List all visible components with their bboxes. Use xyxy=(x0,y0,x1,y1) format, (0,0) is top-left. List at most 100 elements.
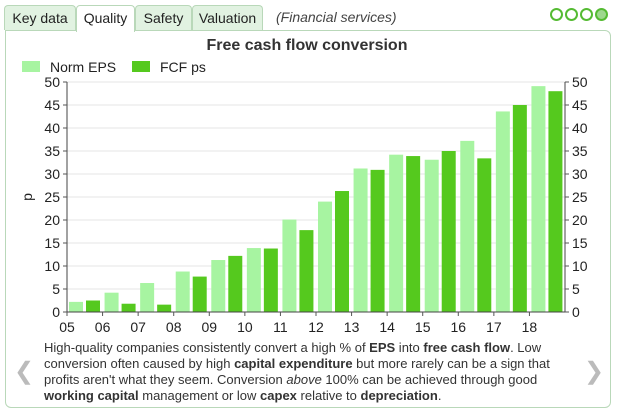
bar-norm-eps xyxy=(460,140,475,312)
x-tick-label: 16 xyxy=(450,319,466,335)
desc-text: relative to xyxy=(296,388,361,403)
y-ticks-right: 0 5 10 15 20 25 30 35 40 45 50 xyxy=(565,74,588,320)
bar-norm-eps xyxy=(246,248,261,312)
content-panel xyxy=(5,30,611,408)
desc-bold: free cash flow xyxy=(423,340,511,355)
y-tick-label-right: 35 xyxy=(572,143,588,159)
x-tick-label: 13 xyxy=(344,319,360,335)
y-tick-label-left: 30 xyxy=(44,166,60,182)
page-dot-2[interactable] xyxy=(565,8,578,21)
tab-safety[interactable]: Safety xyxy=(135,5,192,30)
bar-norm-eps xyxy=(175,271,190,312)
y-tick-label-left: 40 xyxy=(44,120,60,136)
y-ticks-left: 0 5 10 15 20 25 30 35 40 45 50 xyxy=(44,74,67,320)
x-ticks: 05 06 07 08 09 10 11 12 13 14 15 16 17 18 xyxy=(59,312,537,335)
x-tick-label: 17 xyxy=(486,319,502,335)
bars xyxy=(69,86,563,312)
x-tick-label: 18 xyxy=(522,319,538,335)
y-tick-label-right: 10 xyxy=(572,258,588,274)
page-dot-1[interactable] xyxy=(550,8,563,21)
desc-text: . xyxy=(437,388,442,403)
fcf-conversion-chart: Free cash flow conversion Norm EPS FCF p… xyxy=(19,37,588,335)
bar-fcf-ps xyxy=(335,191,349,312)
desc-text: management or low xyxy=(138,388,261,403)
x-tick-label: 07 xyxy=(130,319,146,335)
y-tick-label-left: 10 xyxy=(44,258,60,274)
y-tick-label-right: 15 xyxy=(572,235,588,251)
x-tick-label: 15 xyxy=(415,319,431,335)
y-tick-label-left: 35 xyxy=(44,143,60,159)
bar-norm-eps xyxy=(140,283,155,312)
bar-fcf-ps xyxy=(86,300,100,312)
bar-fcf-ps xyxy=(477,158,492,312)
bar-norm-eps xyxy=(318,201,332,312)
x-tick-label: 14 xyxy=(379,319,395,335)
bar-norm-eps xyxy=(495,111,510,312)
prev-arrow-icon[interactable]: ❮ xyxy=(14,358,35,385)
x-tick-label: 05 xyxy=(59,319,75,335)
bar-norm-eps xyxy=(104,292,119,312)
y-tick-label-right: 45 xyxy=(572,97,588,113)
bar-norm-eps xyxy=(353,168,368,312)
bar-fcf-ps xyxy=(121,303,136,312)
bar-norm-eps xyxy=(211,260,226,312)
y-tick-label-left: 20 xyxy=(44,212,60,228)
bar-fcf-ps xyxy=(512,105,527,312)
tab-key-data[interactable]: Key data xyxy=(4,5,76,30)
x-tick-label: 11 xyxy=(273,319,288,335)
bar-fcf-ps xyxy=(299,230,314,312)
y-tick-label-right: 50 xyxy=(572,74,588,90)
x-tick-label: 09 xyxy=(201,319,217,335)
y-tick-label-left: 50 xyxy=(44,74,60,90)
legend-swatch-norm-eps xyxy=(22,61,40,72)
x-tick-label: 12 xyxy=(308,319,324,335)
desc-text: . Low conversion often caused by high xyxy=(44,340,542,371)
desc-bold: EPS xyxy=(369,340,396,355)
page-dot-3[interactable] xyxy=(580,8,593,21)
bar-norm-eps xyxy=(531,86,546,312)
y-tick-label-right: 40 xyxy=(572,120,588,136)
next-arrow-icon[interactable]: ❯ xyxy=(584,358,605,385)
x-tick-label: 10 xyxy=(237,319,253,335)
chart-legend: Norm EPS FCF ps xyxy=(22,59,206,75)
x-tick-label: 08 xyxy=(166,319,182,335)
tab-valuation[interactable]: Valuation xyxy=(192,5,263,30)
legend-swatch-fcf-ps xyxy=(132,61,150,72)
y-tick-label-left: 0 xyxy=(52,304,60,320)
bar-fcf-ps xyxy=(406,156,421,312)
tab-quality[interactable]: Quality xyxy=(76,5,135,32)
desc-bold: capex xyxy=(260,388,297,403)
bar-fcf-ps xyxy=(157,304,172,312)
page-dot-4[interactable] xyxy=(595,8,608,21)
sector-label: (Financial services) xyxy=(276,9,397,25)
chart-description: High-quality companies consistently conv… xyxy=(44,340,574,404)
bar-norm-eps xyxy=(282,219,297,312)
y-tick-label-right: 25 xyxy=(572,189,588,205)
y-tick-label-left: 15 xyxy=(44,235,60,251)
y-tick-label-left: 25 xyxy=(44,189,60,205)
desc-text: High-quality companies consistently conv… xyxy=(44,340,370,355)
y-tick-label-right: 0 xyxy=(572,304,580,320)
bar-fcf-ps xyxy=(263,248,278,312)
legend-label-norm-eps: Norm EPS xyxy=(50,59,116,75)
bar-norm-eps xyxy=(424,159,439,312)
y-tick-label-left: 45 xyxy=(44,97,60,113)
chart-title: Free cash flow conversion xyxy=(207,37,408,54)
y-tick-label-right: 30 xyxy=(572,166,588,182)
desc-bold: working capital xyxy=(44,388,139,403)
y-tick-label-left: 5 xyxy=(52,281,60,297)
bar-fcf-ps xyxy=(228,255,243,312)
bar-fcf-ps xyxy=(441,151,456,312)
bar-fcf-ps xyxy=(370,169,385,312)
bar-fcf-ps xyxy=(548,91,563,312)
desc-text: but more rarely can be a sign that profi… xyxy=(44,356,550,387)
y-axis-label: p xyxy=(19,193,35,201)
bar-norm-eps xyxy=(69,301,83,312)
desc-bold: depreciation xyxy=(360,388,438,403)
x-tick-label: 06 xyxy=(95,319,111,335)
desc-text: into xyxy=(395,340,424,355)
bar-fcf-ps xyxy=(192,276,207,312)
desc-bold: capital expenditure xyxy=(234,356,353,371)
legend-label-fcf-ps: FCF ps xyxy=(160,59,206,75)
y-tick-label-right: 20 xyxy=(572,212,588,228)
